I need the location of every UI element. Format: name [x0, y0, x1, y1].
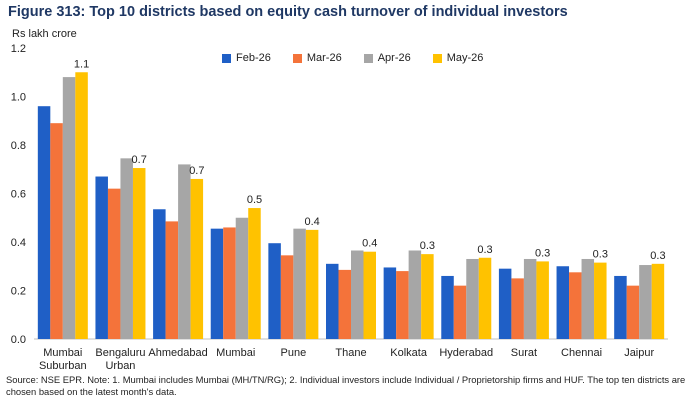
- x-tick-label-thane: Thane: [335, 347, 366, 359]
- bar-mar-26-jaipur: [626, 285, 640, 339]
- bar-feb-26-jaipur: [614, 275, 627, 339]
- data-label-pune: 0.4: [304, 216, 319, 228]
- figure-title: Figure 313: Top 10 districts based on eq…: [8, 4, 568, 20]
- data-label-hyderabad: 0.3: [477, 244, 492, 256]
- bar-mar-26-chennai: [569, 272, 582, 339]
- bar-may-26-mumbai: [248, 208, 261, 339]
- y-axis-unit-label: Rs lakh crore: [12, 28, 77, 40]
- bar-apr-26-bengaluru-urban: [120, 158, 133, 339]
- bar-feb-26-mumbai: [210, 228, 224, 339]
- bar-mar-26-pune: [280, 255, 294, 339]
- y-tick-label: 0.8: [11, 140, 26, 152]
- x-tick-label-surat: Surat: [511, 347, 537, 359]
- bar-mar-26-kolkata: [396, 271, 409, 339]
- y-tick-label: 0.0: [11, 334, 26, 346]
- bar-mar-26-bengaluru-urban: [107, 188, 121, 339]
- bar-apr-26-chennai: [581, 258, 595, 339]
- bar-mar-26-mumbai: [223, 227, 236, 339]
- bar-apr-26-mumbai-suburban: [62, 77, 76, 339]
- bar-feb-26-chennai: [556, 266, 570, 339]
- bar-feb-26-hyderabad: [441, 275, 454, 339]
- data-label-kolkata: 0.3: [420, 240, 435, 252]
- bar-feb-26-bengaluru-urban: [95, 176, 108, 339]
- legend-label-apr: Apr-26: [377, 52, 411, 64]
- bar-may-26-bengaluru-urban: [132, 168, 146, 339]
- x-tick-label-kolkata: Kolkata: [390, 347, 428, 359]
- data-label-mumbai-suburban: 1.1: [74, 58, 89, 70]
- legend-label-may: May-26: [446, 52, 484, 64]
- bar-apr-26-jaipur: [639, 265, 652, 339]
- bar-may-26-kolkata: [421, 254, 434, 339]
- bar-feb-26-pune: [268, 243, 281, 339]
- y-tick-label: 0.2: [11, 286, 26, 298]
- legend-swatch-may: [432, 53, 442, 63]
- data-label-chennai: 0.3: [593, 249, 608, 261]
- bar-mar-26-ahmedabad: [165, 221, 179, 339]
- bar-mar-26-surat: [511, 278, 524, 339]
- y-tick-label: 1.0: [11, 92, 26, 104]
- bar-feb-26-mumbai-suburban: [37, 106, 51, 339]
- bar-feb-26-thane: [326, 263, 339, 339]
- bar-may-26-jaipur: [651, 263, 665, 339]
- legend-label-feb: Feb-26: [236, 52, 271, 64]
- x-tick-label-mumbai-suburban: Mumbai: [43, 347, 82, 359]
- bar-apr-26-mumbai: [235, 217, 249, 339]
- data-label-bengaluru-urban: 0.7: [132, 154, 147, 166]
- legend-item-feb: Feb-26: [222, 52, 271, 64]
- bar-may-26-chennai: [594, 262, 607, 339]
- legend-swatch-feb: [222, 53, 231, 63]
- x-tick-label-pune: Pune: [281, 347, 307, 359]
- bar-may-26-mumbai-suburban: [75, 72, 88, 339]
- bar-apr-26-ahmedabad: [178, 164, 191, 339]
- bar-apr-26-surat: [523, 258, 537, 339]
- bar-mar-26-thane: [338, 269, 351, 339]
- bar-may-26-thane: [363, 251, 376, 339]
- chart-legend: Feb-26 Mar-26 Apr-26 May-26: [222, 52, 483, 64]
- legend-swatch-apr: [363, 53, 373, 63]
- data-label-thane: 0.4: [362, 238, 377, 250]
- data-label-surat: 0.3: [535, 247, 550, 259]
- bar-mar-26-hyderabad: [453, 285, 467, 339]
- bar-mar-26-mumbai-suburban: [50, 123, 63, 339]
- legend-item-may: May-26: [432, 52, 484, 64]
- legend-item-apr: Apr-26: [363, 52, 411, 64]
- bar-feb-26-ahmedabad: [153, 209, 166, 339]
- x-tick-label-ahmedabad: Ahmedabad: [148, 347, 207, 359]
- legend-label-mar: Mar-26: [306, 52, 342, 64]
- bar-apr-26-thane: [351, 250, 364, 339]
- data-label-ahmedabad: 0.7: [189, 165, 204, 177]
- bar-may-26-pune: [305, 229, 319, 339]
- x-tick-label-jaipur: Jaipur: [624, 347, 654, 359]
- y-tick-label: 0.4: [11, 237, 26, 249]
- data-label-jaipur: 0.3: [650, 250, 665, 262]
- x-tick-label-mumbai: Mumbai: [216, 347, 255, 359]
- y-tick-label: 1.2: [11, 43, 26, 55]
- legend-item-mar: Mar-26: [292, 52, 342, 64]
- y-tick-label: 0.6: [11, 189, 26, 201]
- bar-apr-26-pune: [293, 228, 306, 339]
- x-tick-label-chennai: Chennai: [561, 347, 602, 359]
- bar-may-26-hyderabad: [478, 257, 492, 339]
- x-tick-label-hyderabad: Hyderabad: [439, 347, 493, 359]
- x-tick-label-bengaluru-urban: Urban: [105, 360, 135, 372]
- source-note: Source: NSE EPR. Note: 1. Mumbai include…: [6, 374, 686, 397]
- x-tick-label-bengaluru-urban: Bengaluru: [95, 347, 145, 359]
- bar-feb-26-surat: [498, 268, 512, 339]
- data-label-mumbai: 0.5: [247, 194, 262, 206]
- bar-may-26-ahmedabad: [190, 178, 204, 339]
- x-tick-label-mumbai-suburban: Suburban: [39, 360, 87, 372]
- bar-feb-26-kolkata: [383, 267, 397, 339]
- bar-apr-26-kolkata: [408, 250, 422, 339]
- bar-apr-26-hyderabad: [466, 258, 479, 339]
- bar-may-26-surat: [536, 261, 549, 339]
- legend-swatch-mar: [292, 53, 302, 63]
